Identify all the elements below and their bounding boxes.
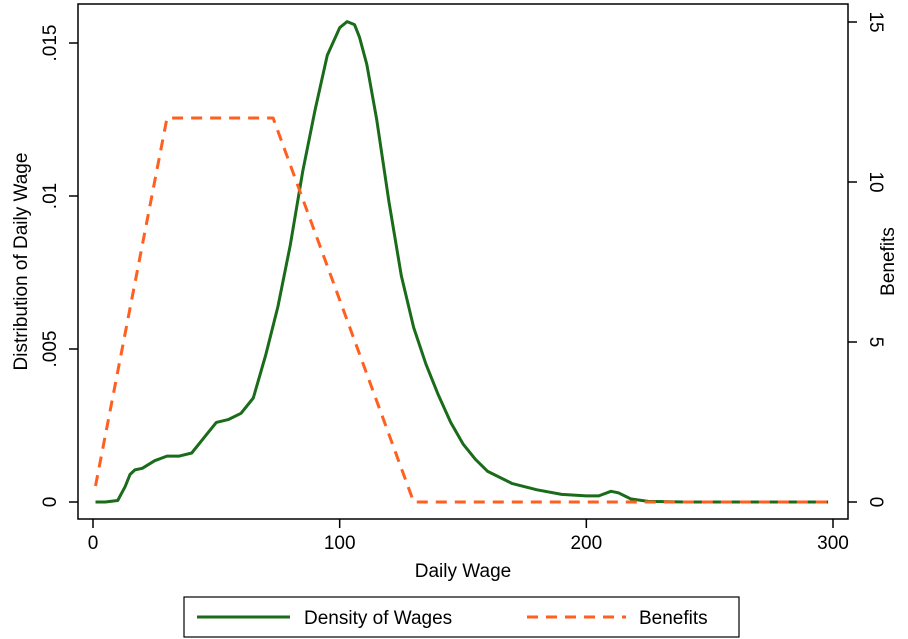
- series-layer: [94, 20, 829, 504]
- y-left-tick-label: .01: [40, 183, 61, 209]
- y-right-tick-label: 15: [865, 11, 886, 32]
- legend-label-density: Density of Wages: [304, 608, 452, 629]
- y-axis-title-left: Distribution of Daily Wage: [11, 153, 32, 371]
- x-tick-label: 0: [88, 533, 99, 554]
- series-line-density: [95, 20, 829, 504]
- x-tick-label: 300: [817, 533, 849, 554]
- x-axis-title: Daily Wage: [415, 561, 511, 582]
- y-left-tick-label: 0: [40, 497, 61, 508]
- y-left-tick-label: .015: [40, 25, 61, 62]
- legend: Density of Wages Benefits: [183, 596, 740, 638]
- y-left-tick-label: .005: [40, 331, 61, 368]
- y-axis-title-right: Benefits: [878, 227, 899, 296]
- y-right-tick-label: 5: [865, 337, 886, 348]
- x-tick-label: 200: [570, 533, 602, 554]
- x-tick-label: 100: [324, 533, 356, 554]
- axis-layer: 0 100 200 300 0 .005 .01 .015 0 5 10 15: [40, 11, 886, 554]
- series-line-benefits: [94, 116, 829, 504]
- plot-frame: [77, 3, 849, 520]
- legend-label-benefits: Benefits: [639, 608, 708, 629]
- y-right-tick-label: 10: [865, 171, 886, 192]
- y-right-tick-label: 0: [865, 497, 886, 508]
